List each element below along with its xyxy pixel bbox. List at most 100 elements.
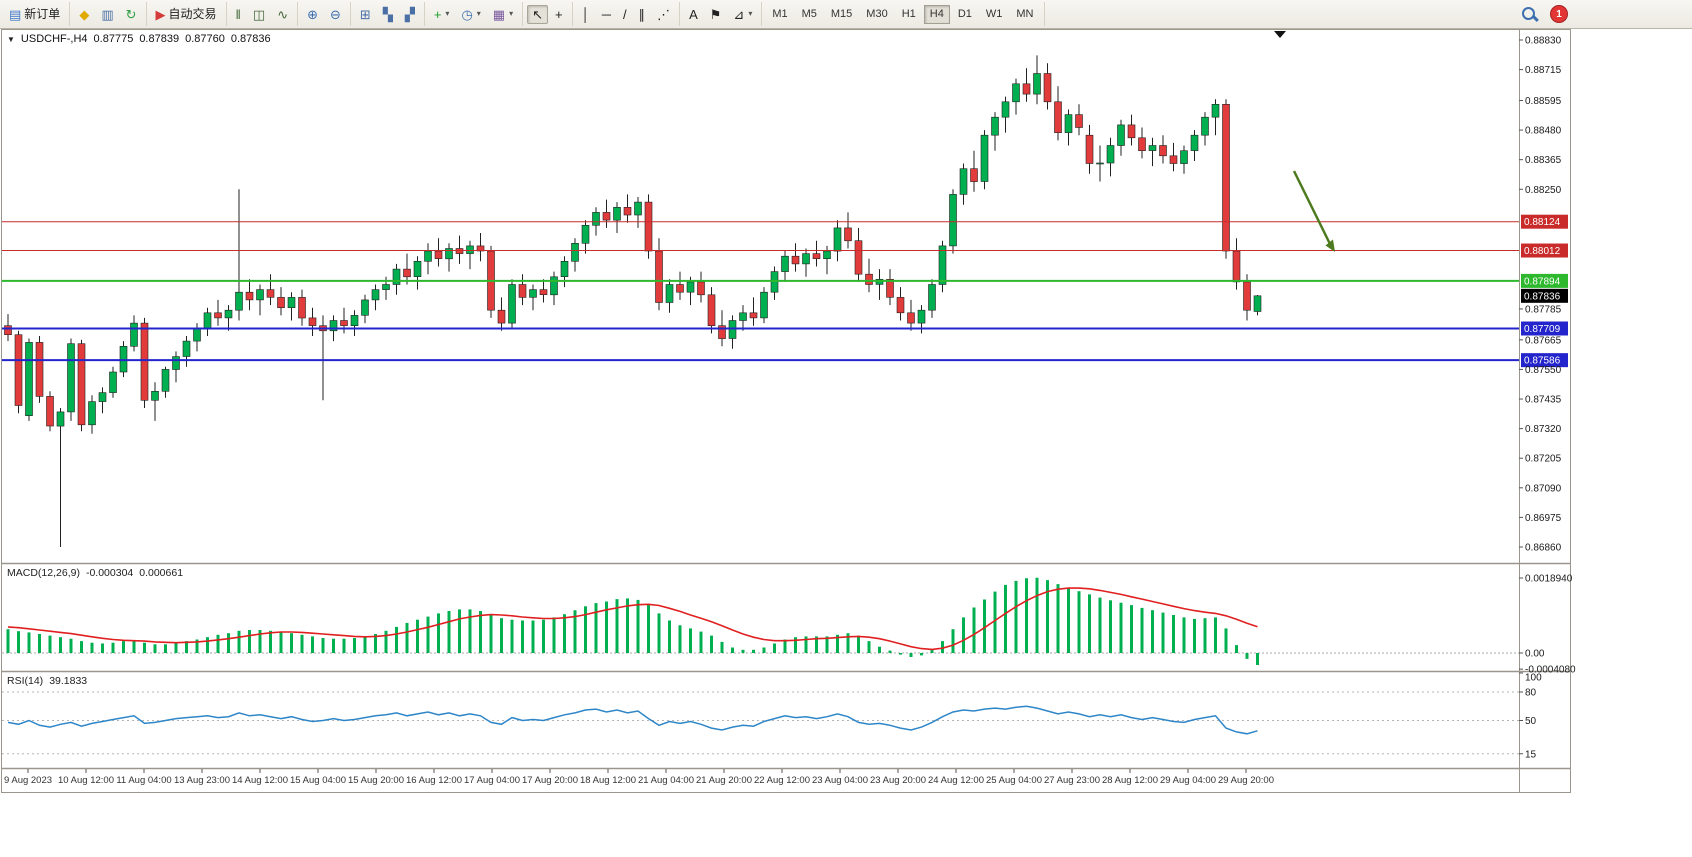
svg-text:0.87586: 0.87586 <box>1524 356 1561 367</box>
channel-button[interactable]: ∥ <box>634 5 651 24</box>
chart-title: ▼ USDCHF-,H4 0.87775 0.87839 0.87760 0.8… <box>7 33 271 45</box>
profile-icon: ◆ <box>79 6 90 22</box>
svg-text:0.88124: 0.88124 <box>1524 217 1561 228</box>
macd-signal-value: 0.000661 <box>139 567 184 579</box>
cursor-arrow-icon: ↖ <box>532 6 544 22</box>
cascade-windows-icon: ▞ <box>404 6 415 22</box>
svg-text:17 Aug 20:00: 17 Aug 20:00 <box>522 775 578 786</box>
timeframe-group: M1 M5 M15 M30 H1 H4 D1 W1 MN <box>762 2 1045 26</box>
svg-text:0.88480: 0.88480 <box>1525 126 1562 137</box>
time-axis[interactable]: 9 Aug 2023 10 Aug 12:00 11 Aug 04:00 13 Aug… <box>4 769 1274 786</box>
periods-button[interactable]: ◷ ▾ <box>456 5 485 24</box>
arrange-windows-button[interactable]: ▚ <box>378 5 398 24</box>
zoom-in-button[interactable]: ⊕ <box>302 5 323 24</box>
zoom-group: ⊕ ⊖ <box>298 2 351 26</box>
window-tools-group: ◆ ▥ ↻ <box>70 2 147 26</box>
clock-icon: ◷ <box>461 6 473 22</box>
svg-text:0.87665: 0.87665 <box>1525 335 1562 346</box>
timeframe-m30-button[interactable]: M30 <box>860 5 893 24</box>
bar-chart-button[interactable]: ‖ <box>231 5 246 24</box>
refresh-icon: ↻ <box>125 6 137 22</box>
autotrading-button-label: 自动交易 <box>168 7 217 21</box>
line-chart-button[interactable]: ∿ <box>272 5 293 24</box>
svg-text:0.87836: 0.87836 <box>1524 291 1561 302</box>
timeframe-m15-button[interactable]: M15 <box>825 5 858 24</box>
trendline-button[interactable]: / <box>618 5 632 24</box>
toolbar-right: 1 <box>1521 0 1568 28</box>
timeframe-mn-button[interactable]: MN <box>1010 5 1039 24</box>
new-chart-button[interactable]: + ▾ <box>429 5 455 24</box>
zoom-in-icon: ⊕ <box>307 6 319 22</box>
trade-group: ▤ 新订单 <box>0 2 71 26</box>
zoom-out-icon: ⊖ <box>330 6 341 22</box>
svg-text:0.88250: 0.88250 <box>1525 185 1562 196</box>
timeframe-h4-button[interactable]: H4 <box>923 4 950 24</box>
timeframe-m5-button[interactable]: M5 <box>796 5 823 24</box>
main-toolbar: ▤ 新订单 ◆ ▥ ↻ ▶ 自动交易 ‖ ◫ ∿ ⊕ ⊖ ⊞ ▚ ▞ + ▾ ◷ ▾ ▦ ▾ ↖ + │ ─ / ∥ ⋰ A ⚑ ⊿ ▾ M1 M… <box>0 0 1692 29</box>
search-icon[interactable] <box>1521 6 1539 23</box>
refresh-button[interactable]: ↻ <box>121 5 142 24</box>
svg-text:27 Aug 23:00: 27 Aug 23:00 <box>1044 775 1100 786</box>
new-order-button-label: 新订单 <box>24 7 61 21</box>
trendline-icon: / <box>622 6 627 22</box>
text-label-button[interactable]: ⚑ <box>705 5 727 24</box>
shapes-button[interactable]: ⊿ ▾ <box>728 5 757 24</box>
zoom-out-button[interactable]: ⊖ <box>325 5 346 24</box>
svg-text:0.87709: 0.87709 <box>1524 324 1561 335</box>
autotrading-group: ▶ 自动交易 <box>147 2 227 26</box>
timeframe-m1-button[interactable]: M1 <box>766 5 793 24</box>
candlestick-chart-button[interactable]: ◫ <box>248 5 270 24</box>
chart-type-group: ‖ ◫ ∿ <box>227 2 299 26</box>
notification-badge[interactable]: 1 <box>1550 5 1568 23</box>
svg-text:0.00: 0.00 <box>1525 649 1545 660</box>
cursor-button[interactable]: ↖ <box>527 4 549 24</box>
price-axis[interactable]: 0.88830 0.88715 0.88595 0.88480 0.88365 0.882… <box>1519 36 1562 554</box>
cascade-windows-button[interactable]: ▞ <box>400 5 420 24</box>
current-price-box: 0.87836 <box>1521 288 1568 303</box>
profile-button[interactable]: ◆ <box>74 5 94 24</box>
new-order-button[interactable]: ▤ 新订单 <box>4 5 65 24</box>
templates-button[interactable]: ▦ ▾ <box>488 5 518 24</box>
bar-chart-icon: ‖ <box>235 6 241 22</box>
text-button[interactable]: A <box>684 5 703 24</box>
tile-windows-button[interactable]: ⊞ <box>355 5 376 24</box>
crosshair-button[interactable]: + <box>550 5 568 24</box>
open-value: 0.87775 <box>93 33 134 45</box>
arrange-group: ⊞ ▚ ▞ <box>351 2 425 26</box>
fibonacci-button[interactable]: ⋰ <box>652 5 675 24</box>
autotrading-icon: ▶ <box>155 6 166 22</box>
horizontal-line-button[interactable]: ─ <box>597 5 616 24</box>
chart-menu-caret-icon[interactable]: ▼ <box>7 34 15 44</box>
svg-text:24 Aug 12:00: 24 Aug 12:00 <box>928 775 984 786</box>
svg-text:0.87435: 0.87435 <box>1525 395 1562 406</box>
dropdown-caret-icon: ▾ <box>748 9 753 18</box>
line-chart-icon: ∿ <box>277 6 289 22</box>
timeframe-d1-button[interactable]: D1 <box>952 5 978 24</box>
arrange-windows-icon: ▚ <box>382 6 393 22</box>
svg-text:0.87090: 0.87090 <box>1525 483 1562 494</box>
svg-text:23 Aug 20:00: 23 Aug 20:00 <box>870 775 926 786</box>
macd-panel: 0.0018940 0.00 -0.0004080 <box>2 573 1576 676</box>
timeframe-w1-button[interactable]: W1 <box>980 5 1009 24</box>
trend-arrow[interactable] <box>1292 170 1335 252</box>
autotrading-button[interactable]: ▶ 自动交易 <box>151 5 222 24</box>
svg-text:0.87550: 0.87550 <box>1525 365 1562 376</box>
print-button[interactable]: ▥ <box>96 5 118 24</box>
svg-text:0.86975: 0.86975 <box>1525 513 1562 524</box>
svg-text:15 Aug 20:00: 15 Aug 20:00 <box>348 775 404 786</box>
horizontal-level-lines[interactable]: 0.88124 0.88012 0.87894 0.87709 0.87586 <box>2 214 1568 368</box>
timeframe-h1-button[interactable]: H1 <box>896 5 922 24</box>
bar-position-marker <box>1274 31 1286 38</box>
svg-text:25 Aug 04:00: 25 Aug 04:00 <box>986 775 1042 786</box>
svg-text:100: 100 <box>1525 673 1542 684</box>
macd-value: -0.000304 <box>85 567 134 579</box>
vertical-line-icon: │ <box>581 6 590 22</box>
symbol-period-label: USDCHF-,H4 <box>20 33 88 45</box>
line-tools-group: │ ─ / ∥ ⋰ <box>573 2 681 26</box>
vertical-line-button[interactable]: │ <box>577 5 595 24</box>
dropdown-caret-icon: ▾ <box>476 9 481 18</box>
toolbar-groups: ▤ 新订单 ◆ ▥ ↻ ▶ 自动交易 ‖ ◫ ∿ ⊕ ⊖ ⊞ ▚ ▞ + ▾ ◷ ▾ ▦ ▾ ↖ + │ ─ / ∥ ⋰ A ⚑ ⊿ ▾ M1 M… <box>0 0 1045 28</box>
svg-text:0.88715: 0.88715 <box>1525 65 1562 76</box>
horizontal-line-icon: ─ <box>601 6 611 22</box>
